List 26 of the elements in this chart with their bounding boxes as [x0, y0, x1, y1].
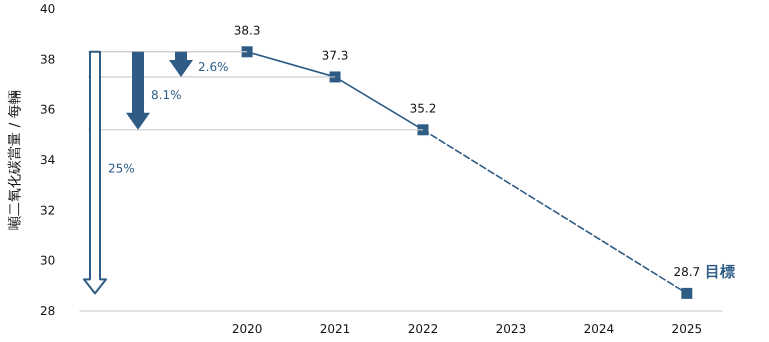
x-tick-label: 2021: [320, 322, 350, 336]
y-tick-label: 32: [40, 203, 56, 218]
series-label: 目標: [704, 262, 735, 280]
point: [681, 288, 692, 299]
point: [242, 46, 253, 58]
y-tick-label: 40: [40, 2, 56, 16]
point: [330, 71, 341, 82]
x-tick-label: 2023: [496, 322, 526, 336]
y-tick-label: 30: [40, 254, 56, 268]
annotation: 25%: [108, 162, 135, 176]
y-tick-label: 38: [40, 52, 56, 66]
x-tick-label: 2024: [584, 322, 614, 336]
y-tick-label: 36: [40, 102, 56, 117]
annotation: 8.1%: [151, 88, 182, 102]
data-label: 35.2: [410, 101, 436, 116]
y-axis-title: 噸二氧化碳當量 / 每輛: [7, 90, 23, 230]
x-tick-label: 2020: [232, 322, 262, 336]
data-label: 28.7: [673, 264, 700, 279]
data-label: 37.3: [322, 48, 348, 62]
y-tick-label: 34: [40, 153, 56, 167]
x-tick-label: 2022: [408, 322, 438, 336]
annotation: 2.6%: [198, 60, 228, 74]
data-label: 38.3: [234, 23, 260, 38]
y-tick-label: 28: [40, 304, 56, 318]
point: [417, 124, 428, 136]
x-tick-label: 2025: [672, 322, 702, 336]
